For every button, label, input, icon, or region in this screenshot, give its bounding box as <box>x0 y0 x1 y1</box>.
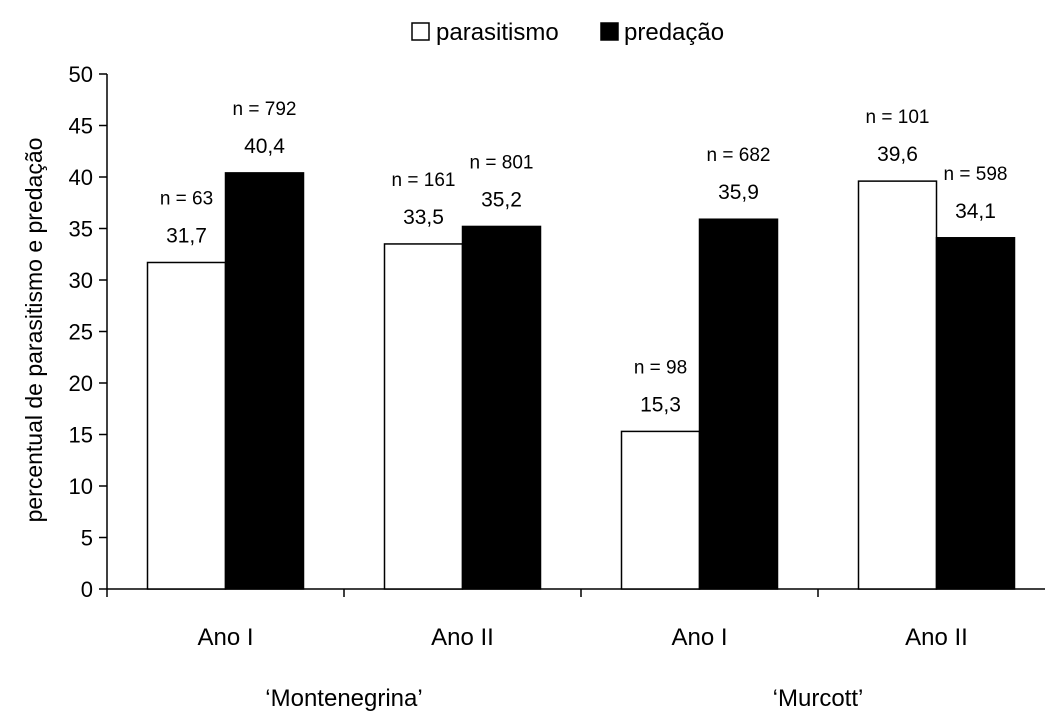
legend-label-predacao: predação <box>624 19 724 46</box>
bar-predacao <box>461 225 542 590</box>
value-label: 40,4 <box>244 135 285 158</box>
y-tick-label: 40 <box>69 165 93 190</box>
value-label: 35,2 <box>481 188 522 211</box>
group-label: ‘Murcott’ <box>773 685 864 711</box>
bar-parasitismo <box>857 180 938 590</box>
y-tick-label: 30 <box>69 268 93 293</box>
x-tick-label: Ano II <box>905 624 968 651</box>
axes: 0 5 10 15 20 25 30 35 40 45 50 Ano I Ano II Ano I Ano … <box>69 62 1045 711</box>
data-labels: 31,7 n = 63 40,4 n = 792 33,5 n = 161 35,2 n = … <box>160 99 1008 417</box>
bar-predacao <box>224 172 305 590</box>
legend-swatch-parasitismo <box>411 22 430 41</box>
bar-parasitismo <box>620 430 701 590</box>
y-tick-label: 5 <box>81 526 93 551</box>
y-tick-label: 20 <box>69 371 93 396</box>
n-label: n = 98 <box>634 357 687 378</box>
value-label: 39,6 <box>877 143 918 166</box>
y-tick-label: 35 <box>69 217 93 242</box>
y-tick-label: 50 <box>69 62 93 87</box>
bar-parasitismo <box>146 261 227 590</box>
value-label: 33,5 <box>403 206 444 229</box>
x-tick-label: Ano I <box>197 624 253 651</box>
n-label: n = 682 <box>707 145 771 166</box>
y-tick-label: 0 <box>81 577 93 602</box>
y-tick-label: 45 <box>69 114 93 139</box>
y-axis-label: percentual de parasitismo e predação <box>21 138 47 523</box>
value-label: 15,3 <box>640 393 681 416</box>
y-tick-label: 15 <box>69 423 93 448</box>
n-label: n = 598 <box>944 164 1008 185</box>
n-label: n = 161 <box>392 170 456 191</box>
group-label: ‘Montenegrina’ <box>265 685 422 711</box>
bar-predacao <box>698 218 779 590</box>
x-tick-label: Ano II <box>431 624 494 651</box>
value-label: 31,7 <box>166 224 207 247</box>
n-label: n = 63 <box>160 188 213 209</box>
legend: parasitismo predação <box>411 19 724 46</box>
y-tick-label: 10 <box>69 474 93 499</box>
x-tick-label: Ano I <box>671 624 727 651</box>
value-label: 35,9 <box>718 181 759 204</box>
legend-swatch-predacao <box>600 22 619 41</box>
n-label: n = 792 <box>233 99 297 120</box>
legend-label-parasitismo: parasitismo <box>436 19 559 46</box>
bar-parasitismo <box>383 243 464 590</box>
y-tick-label: 25 <box>69 320 93 345</box>
n-label: n = 801 <box>470 152 534 173</box>
bars <box>146 172 1016 590</box>
value-label: 34,1 <box>955 200 996 223</box>
n-label: n = 101 <box>866 107 930 128</box>
bar-predacao <box>935 237 1016 590</box>
